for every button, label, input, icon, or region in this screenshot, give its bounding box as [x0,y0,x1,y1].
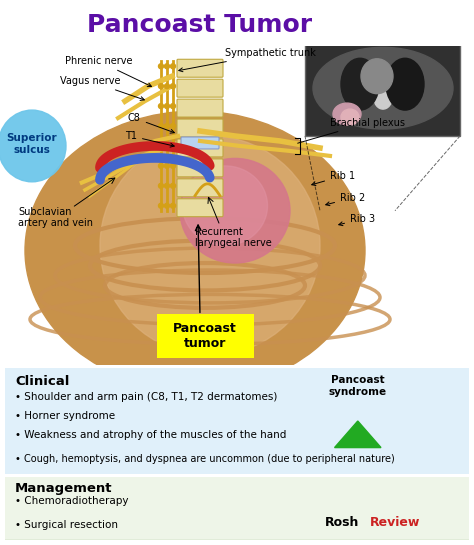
Ellipse shape [158,203,164,208]
Ellipse shape [164,64,170,69]
Polygon shape [335,421,381,447]
Ellipse shape [171,164,175,168]
Ellipse shape [25,111,365,390]
Ellipse shape [158,143,164,148]
Text: Phrenic nerve: Phrenic nerve [65,56,152,87]
Text: Vagus nerve: Vagus nerve [60,76,145,100]
Ellipse shape [182,166,267,246]
Text: • Surgical resection: • Surgical resection [15,519,118,530]
Ellipse shape [171,84,175,89]
Text: • Horner syndrome: • Horner syndrome [15,411,115,421]
Text: Pancoast
syndrome: Pancoast syndrome [328,376,387,397]
Ellipse shape [158,164,164,168]
Text: • Shoulder and arm pain (C8, T1, T2 dermatomes): • Shoulder and arm pain (C8, T1, T2 derm… [15,391,277,402]
Ellipse shape [180,159,290,263]
Text: • Cough, hemoptysis, and dyspnea are uncommon (due to peripheral nature): • Cough, hemoptysis, and dyspnea are unc… [15,455,395,464]
FancyBboxPatch shape [0,476,474,541]
Text: • Weakness and atrophy of the muscles of the hand: • Weakness and atrophy of the muscles of… [15,430,286,440]
Ellipse shape [0,110,66,182]
Ellipse shape [164,203,170,208]
FancyBboxPatch shape [177,159,223,177]
Text: Sympathetic trunk: Sympathetic trunk [179,49,316,72]
Text: Clinical: Clinical [15,376,69,389]
Ellipse shape [313,47,453,129]
FancyBboxPatch shape [177,99,223,117]
FancyBboxPatch shape [177,79,223,97]
Ellipse shape [164,84,170,89]
Ellipse shape [333,103,361,125]
Text: Pancoast
tumor: Pancoast tumor [173,322,237,350]
Ellipse shape [171,203,175,208]
Ellipse shape [171,104,175,108]
Text: Rib 1: Rib 1 [312,171,355,185]
Ellipse shape [164,183,170,189]
Ellipse shape [341,58,379,110]
Text: Rosh: Rosh [325,516,360,529]
FancyBboxPatch shape [0,366,474,476]
FancyBboxPatch shape [157,314,254,358]
Text: Pancoast Tumor: Pancoast Tumor [87,14,311,38]
Ellipse shape [164,164,170,168]
FancyBboxPatch shape [177,199,223,217]
Text: Rib 3: Rib 3 [339,214,375,226]
Text: • Chemoradiotherapy: • Chemoradiotherapy [15,496,128,506]
Text: Review: Review [370,516,421,529]
FancyBboxPatch shape [177,119,223,137]
Ellipse shape [361,59,393,94]
Ellipse shape [171,143,175,148]
Ellipse shape [374,87,392,109]
Ellipse shape [158,124,164,129]
Ellipse shape [171,183,175,189]
Ellipse shape [158,84,164,89]
Text: C8: C8 [128,113,174,133]
Ellipse shape [171,124,175,129]
FancyBboxPatch shape [177,139,223,157]
Text: Subclavian
artery and vein: Subclavian artery and vein [18,207,93,228]
Text: Brachial plexus: Brachial plexus [298,118,405,143]
Ellipse shape [164,143,170,148]
Ellipse shape [158,64,164,69]
Ellipse shape [164,104,170,108]
Ellipse shape [100,136,320,355]
Ellipse shape [158,104,164,108]
Text: Rib 2: Rib 2 [326,193,365,205]
Text: T1: T1 [125,131,174,147]
Ellipse shape [386,58,424,110]
FancyBboxPatch shape [177,179,223,197]
Ellipse shape [158,183,164,189]
Text: Recurrent
laryngeal nerve: Recurrent laryngeal nerve [195,227,272,249]
FancyBboxPatch shape [181,137,219,149]
Ellipse shape [341,109,359,125]
Text: Superior
sulcus: Superior sulcus [7,133,57,155]
Ellipse shape [171,64,175,69]
Ellipse shape [164,124,170,129]
FancyBboxPatch shape [305,41,460,136]
Text: Management: Management [15,482,112,495]
FancyBboxPatch shape [177,59,223,77]
